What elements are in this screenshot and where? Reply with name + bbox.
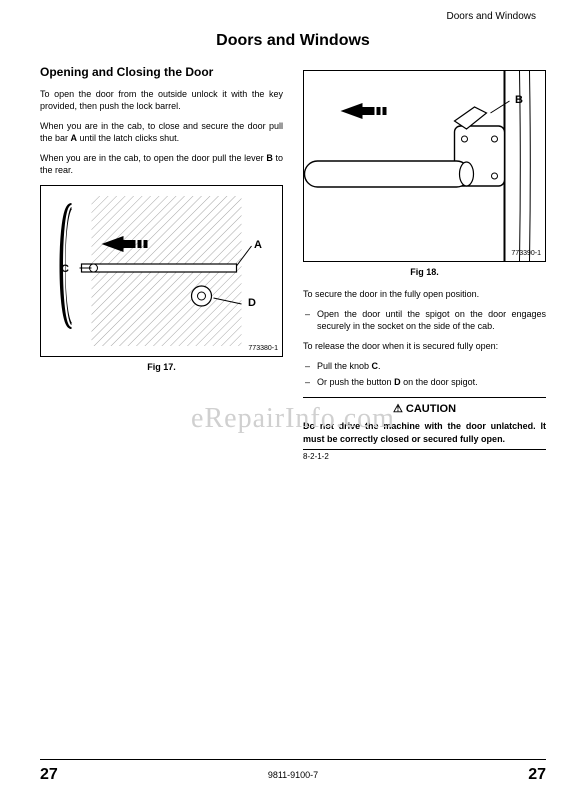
doc-number: 9811-9100-7 bbox=[268, 769, 318, 781]
figure-label-b: B bbox=[515, 93, 523, 108]
caution-title: CAUTION bbox=[406, 403, 456, 415]
warning-icon: ⚠ bbox=[393, 403, 403, 415]
left-column: Opening and Closing the Door To open the… bbox=[40, 64, 283, 463]
list-item: Open the door until the spigot on the do… bbox=[317, 308, 546, 332]
figure-18-svg bbox=[304, 71, 545, 261]
caution-text: Do not drive the machine with the door u… bbox=[303, 420, 546, 444]
text: When you are in the cab, to open the doo… bbox=[40, 153, 266, 163]
list-item: Or push the button D on the door spigot. bbox=[317, 376, 546, 388]
text: on the door spigot. bbox=[401, 377, 478, 387]
figure-17-caption: Fig 17. bbox=[40, 361, 283, 373]
page-title: Doors and Windows bbox=[40, 30, 546, 52]
para-open-outside: To open the door from the outside unlock… bbox=[40, 88, 283, 112]
para-open-inside: When you are in the cab, to open the doo… bbox=[40, 152, 283, 176]
page: Doors and Windows Doors and Windows Open… bbox=[0, 0, 586, 804]
list-secure: Open the door until the spigot on the do… bbox=[303, 308, 546, 332]
figure-18-num: 773390-1 bbox=[511, 249, 541, 258]
page-number-left: 27 bbox=[40, 764, 58, 786]
caution-heading: ⚠ CAUTION bbox=[303, 402, 546, 417]
figure-label-c: C bbox=[61, 262, 69, 277]
figure-17-svg bbox=[41, 186, 282, 356]
para-close: When you are in the cab, to close and se… bbox=[40, 120, 283, 144]
text: Pull the knob bbox=[317, 361, 372, 371]
right-column: B 773390-1 Fig 18. To secure the door in… bbox=[303, 64, 546, 463]
page-number-right: 27 bbox=[528, 764, 546, 786]
figure-17: A C D 773380-1 bbox=[40, 185, 283, 357]
caution-code: 8-2-1-2 bbox=[303, 452, 546, 463]
caution-box: ⚠ CAUTION Do not drive the machine with … bbox=[303, 397, 546, 450]
text: Or push the button bbox=[317, 377, 394, 387]
list-item: Pull the knob C. bbox=[317, 360, 546, 372]
header-section: Doors and Windows bbox=[447, 10, 536, 24]
para-secure-open: To secure the door in the fully open pos… bbox=[303, 288, 546, 300]
figure-label-a: A bbox=[254, 238, 262, 253]
figure-18-caption: Fig 18. bbox=[303, 266, 546, 278]
text: . bbox=[378, 361, 381, 371]
figure-18: B 773390-1 bbox=[303, 70, 546, 262]
footer: 27 9811-9100-7 27 bbox=[40, 759, 546, 786]
para-release: To release the door when it is secured f… bbox=[303, 340, 546, 352]
figure-17-num: 773380-1 bbox=[248, 344, 278, 353]
section-heading: Opening and Closing the Door bbox=[40, 64, 283, 80]
text: until the latch clicks shut. bbox=[77, 133, 179, 143]
content-columns: Opening and Closing the Door To open the… bbox=[40, 64, 546, 463]
figure-label-d: D bbox=[248, 296, 256, 311]
list-release: Pull the knob C. Or push the button D on… bbox=[303, 360, 546, 388]
